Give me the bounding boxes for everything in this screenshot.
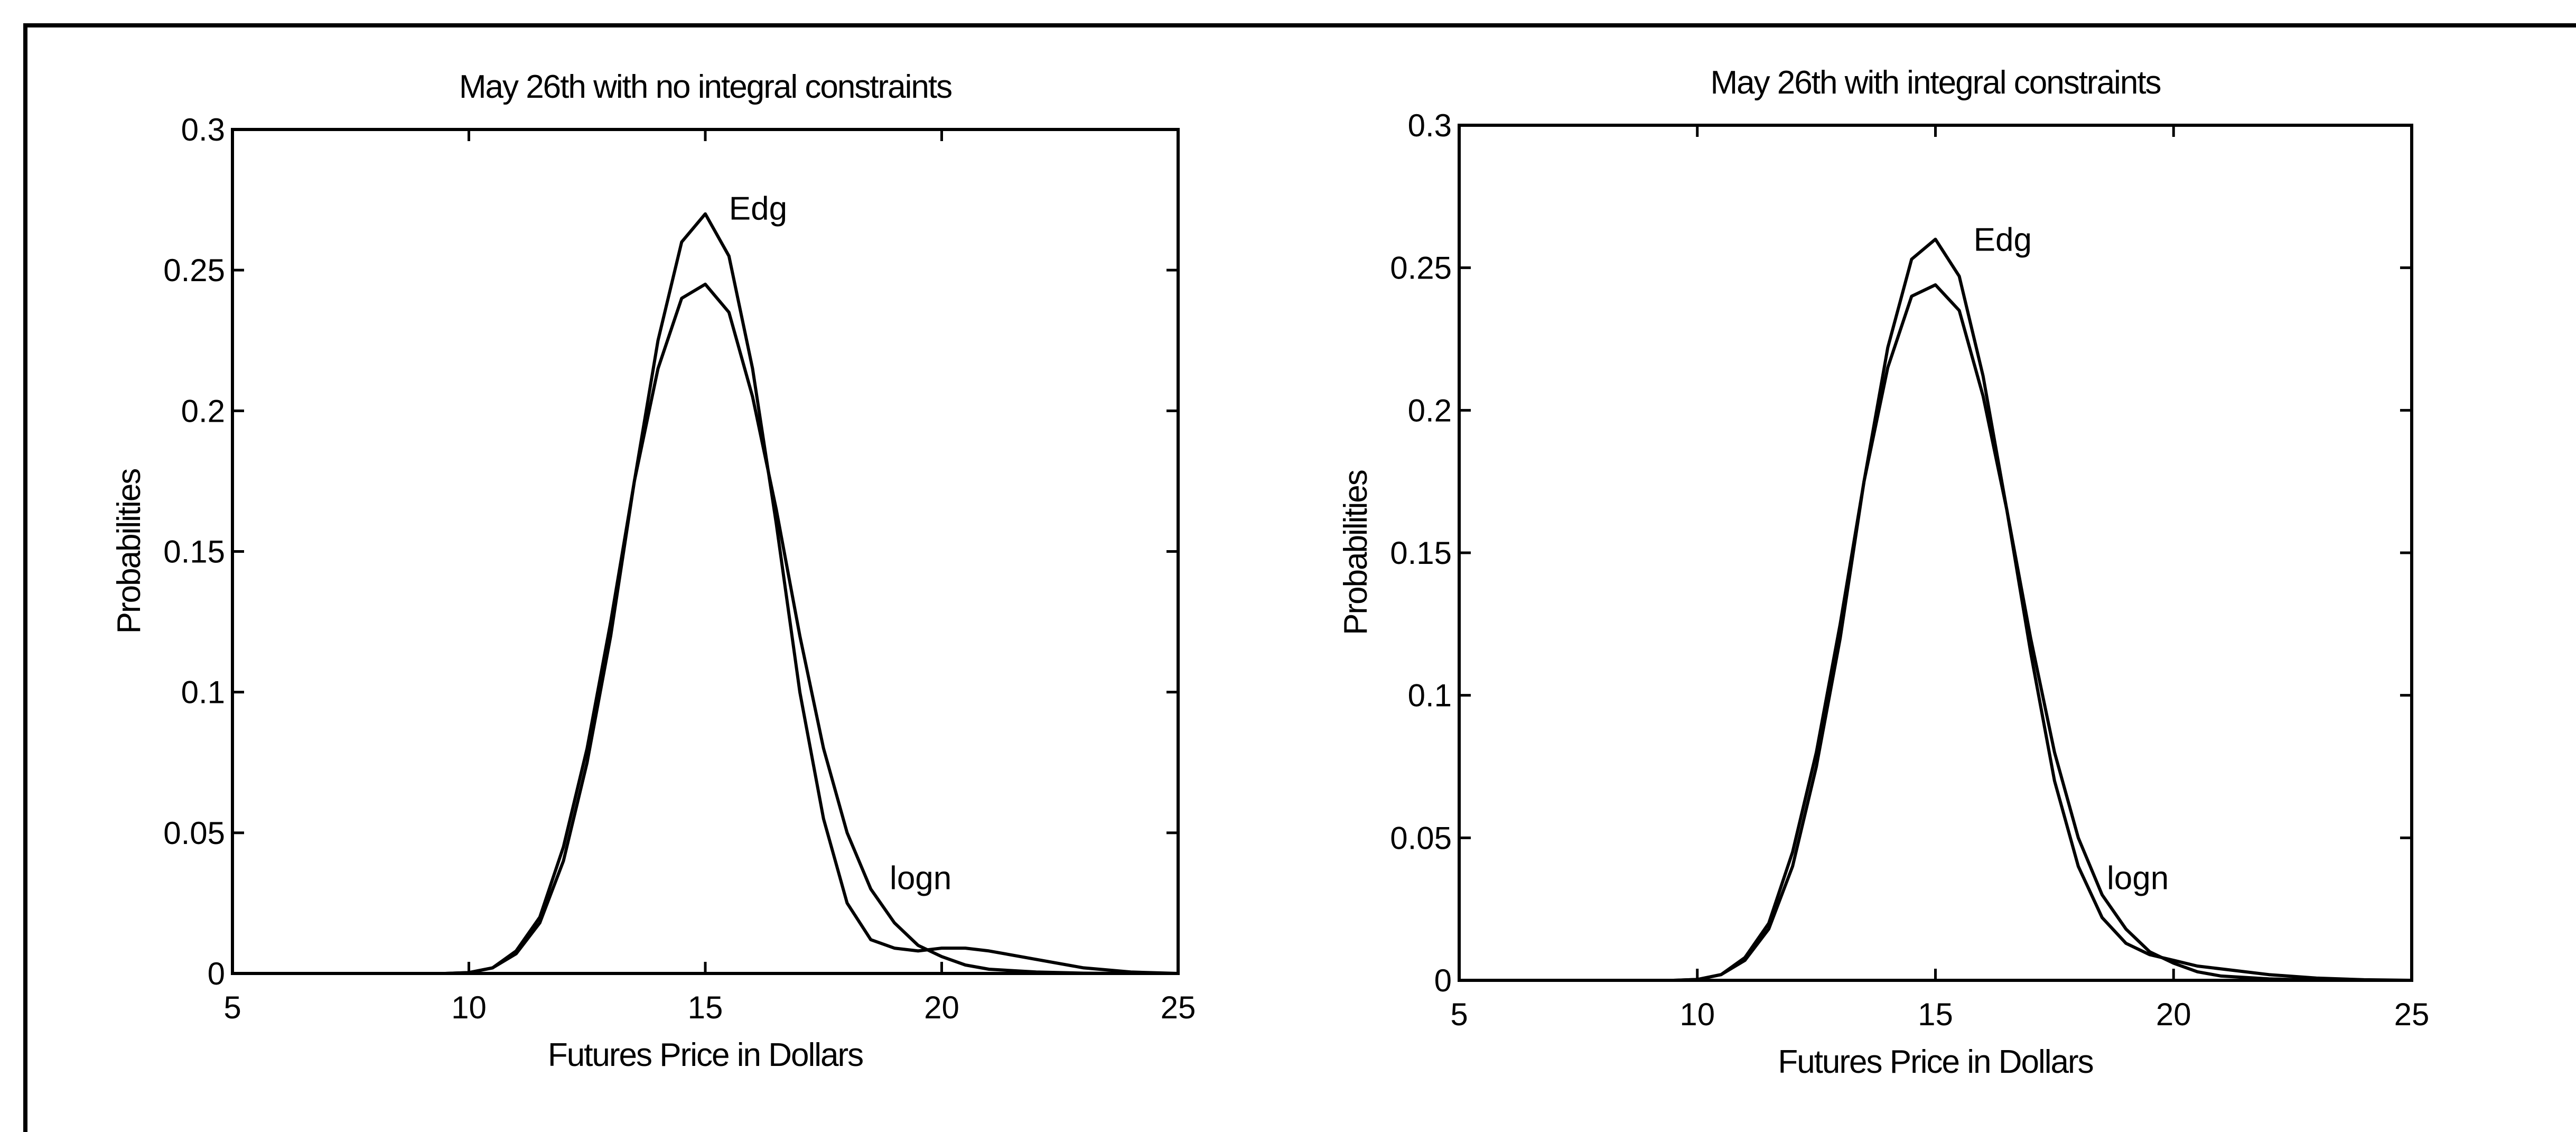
x-axis-label: Futures Price in Dollars (1778, 1044, 2093, 1080)
plot-area-border (231, 128, 1180, 975)
y-tick-label: 0.1 (1408, 678, 1452, 713)
series-line-logn (1458, 283, 2413, 982)
annotation-edg: Edg (729, 190, 787, 227)
y-tick-label: 0.15 (163, 534, 225, 570)
y-tick-label: 0.05 (1390, 820, 1452, 856)
x-tick-label: 10 (451, 990, 487, 1025)
annotation-logn: logn (890, 860, 951, 896)
x-axis-label: Futures Price in Dollars (548, 1037, 863, 1073)
series-line-logn (231, 282, 1180, 975)
chart-2: 5 10 15 20 25 0 0.05 0.1 0.15 0.2 0.25 0.3 May 26th … (1338, 64, 2429, 1080)
x-tick-label: 5 (1450, 997, 1468, 1032)
y-axis-label: Probabilities (111, 469, 147, 634)
plot-area-border (1458, 124, 2413, 982)
y-tick-label: 0.15 (1390, 535, 1452, 571)
y-tick-label: 0.3 (181, 112, 225, 147)
y-tick-label: 0 (1434, 963, 1452, 998)
series-line-edg (231, 212, 1180, 975)
x-tick-label: 20 (924, 990, 959, 1025)
x-tick-label: 20 (2156, 997, 2191, 1032)
x-tick-label: 25 (1161, 990, 1196, 1025)
chart-title: May 26th with integral constraints (1710, 64, 2160, 101)
y-tick-label: 0.3 (1408, 108, 1452, 143)
y-tick-label: 0.05 (163, 815, 225, 851)
annotation-edg: Edg (1974, 221, 2032, 258)
y-tick-label: 0.2 (181, 393, 225, 429)
x-tick-label: 5 (223, 990, 241, 1025)
annotation-logn: logn (2107, 860, 2169, 896)
x-tick-label: 10 (1679, 997, 1715, 1032)
x-tick-label: 25 (2394, 997, 2430, 1032)
y-axis-label: Probabilities (1338, 470, 1374, 635)
chart-title: May 26th with no integral constraints (459, 69, 951, 105)
y-tick-label: 0.25 (163, 253, 225, 288)
x-tick-label: 15 (1918, 997, 1953, 1032)
y-tick-label: 0.1 (181, 675, 225, 710)
chart-1: 5 10 15 20 25 0 0.05 0.1 0.15 0.2 0.25 0.3 May 26th … (111, 69, 1196, 1073)
y-tick-label: 0.25 (1390, 250, 1452, 286)
y-tick-label: 0 (208, 956, 225, 991)
x-tick-label: 15 (688, 990, 723, 1025)
series-line-edg (1458, 237, 2413, 982)
figure-frame (23, 23, 2576, 1132)
y-tick-label: 0.2 (1408, 393, 1452, 428)
